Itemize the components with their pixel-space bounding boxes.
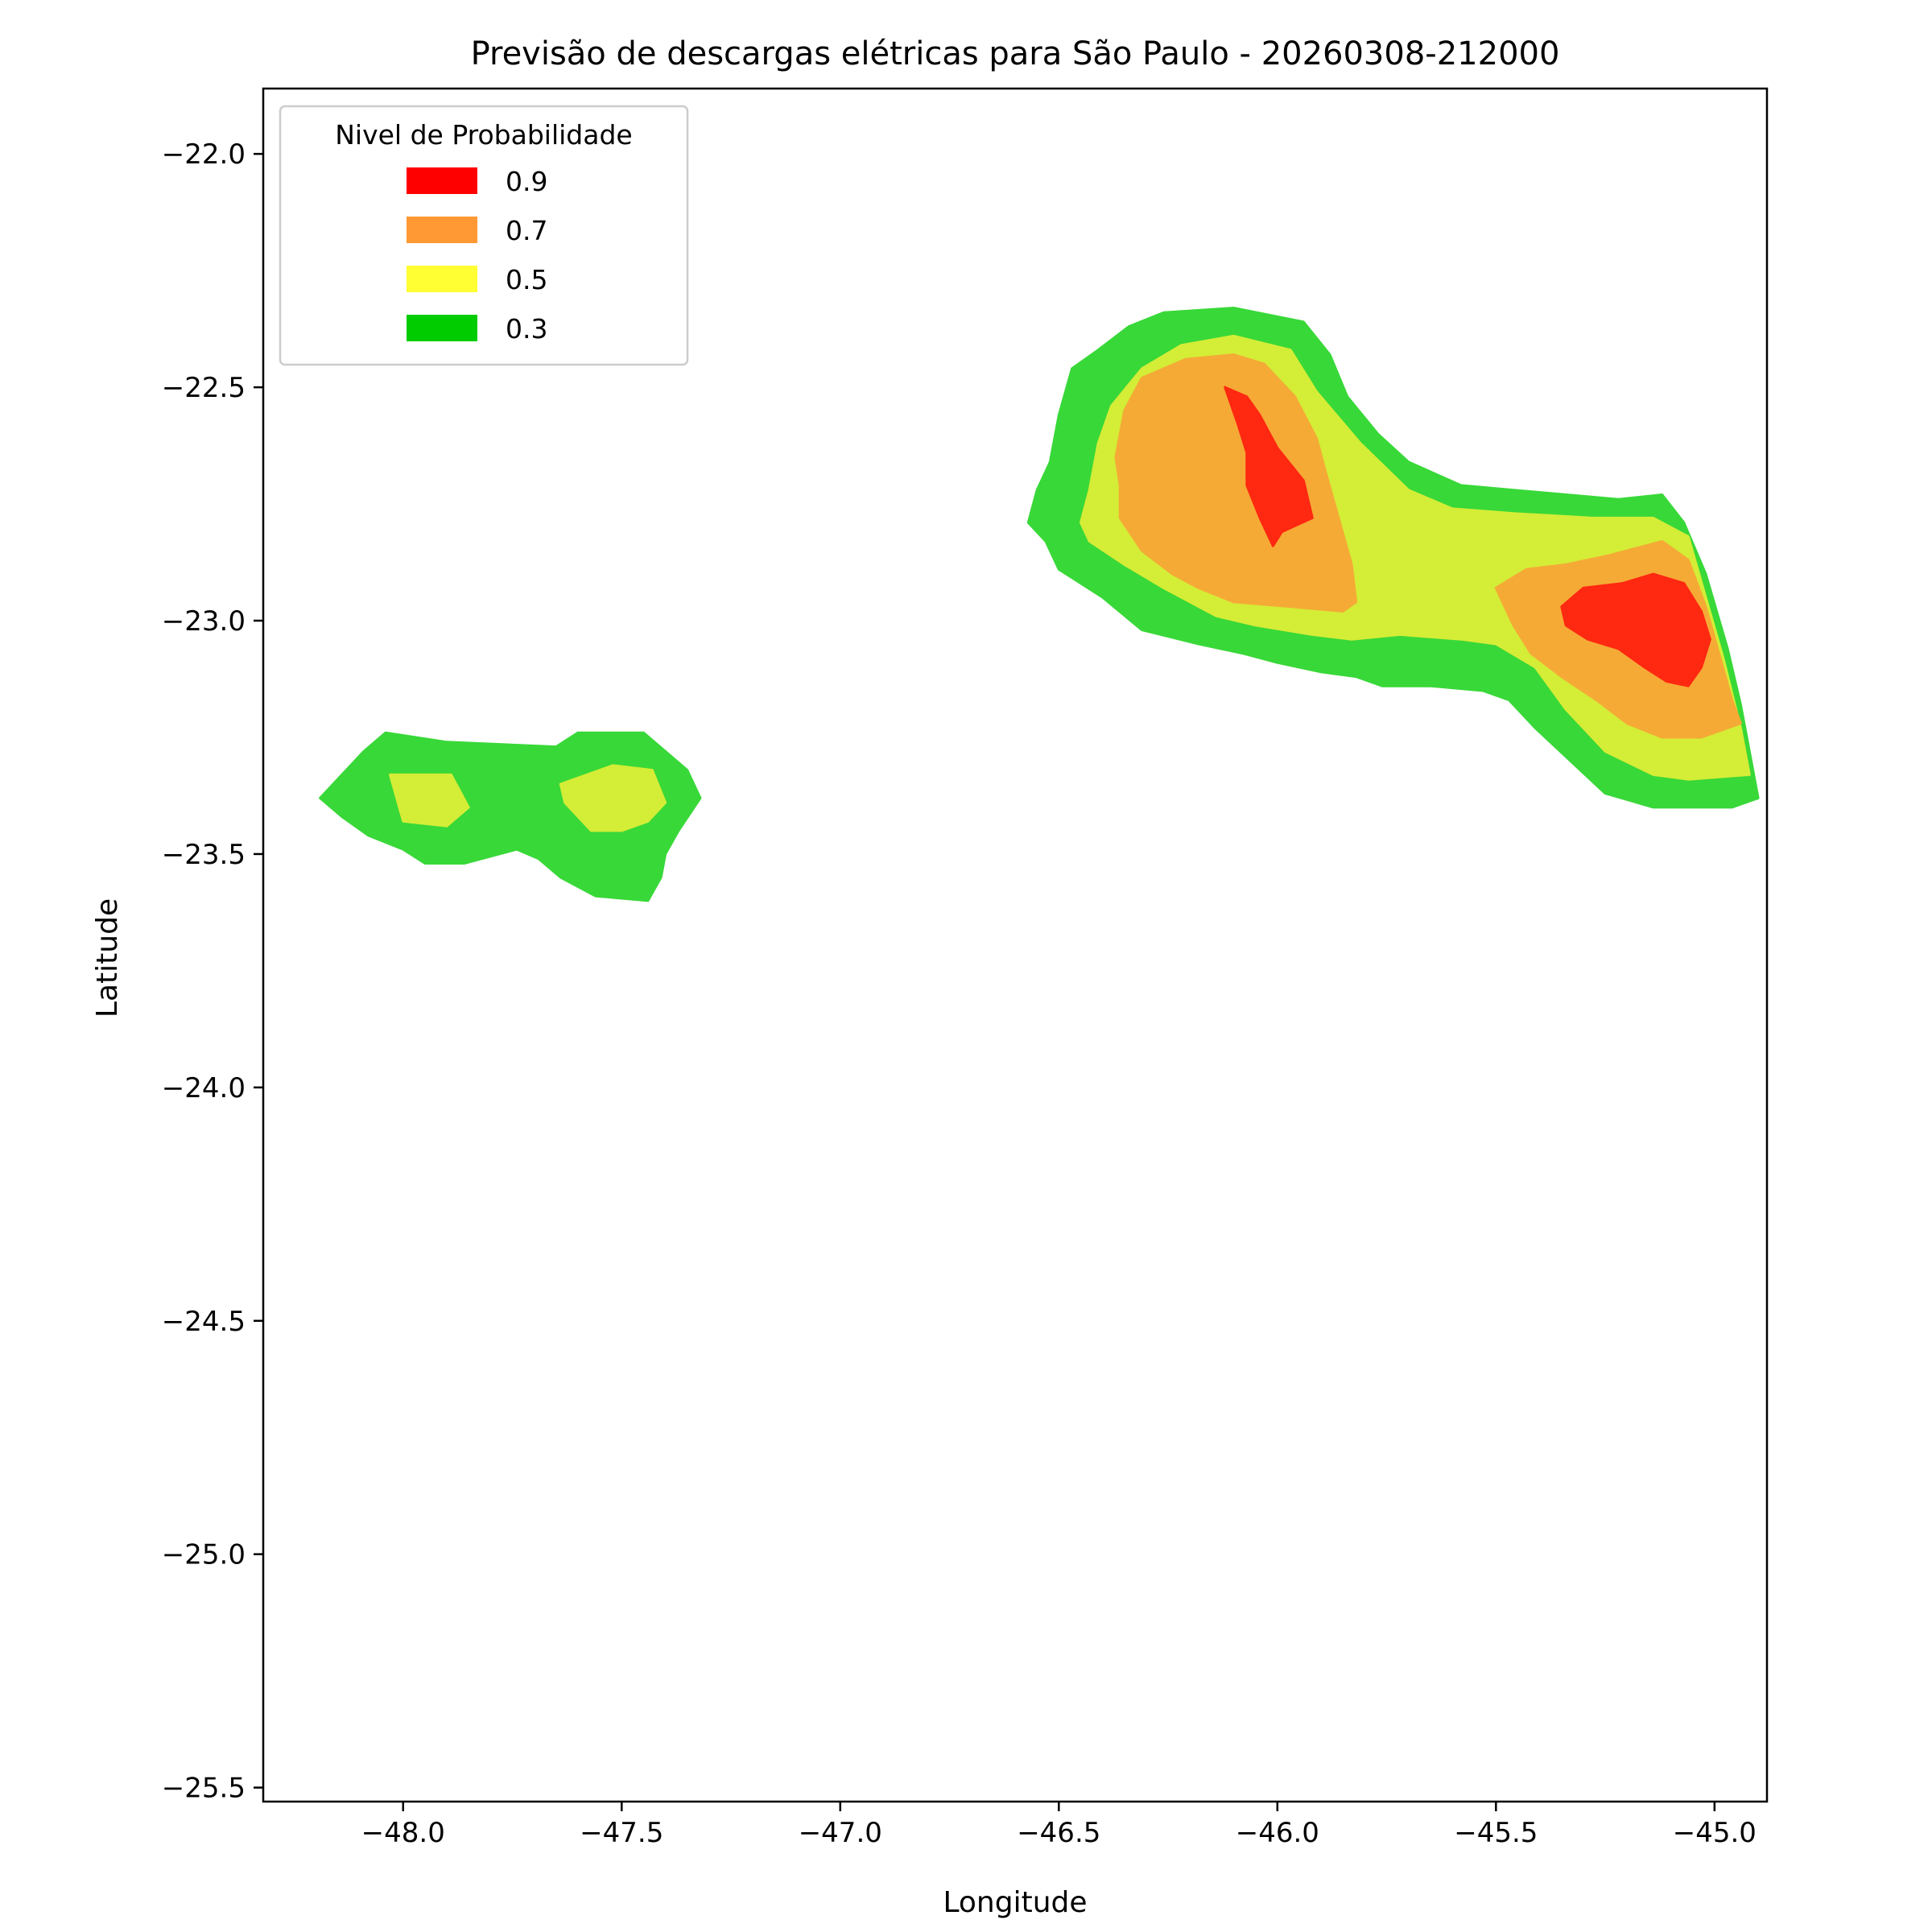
legend-label: 0.5 <box>506 264 547 295</box>
y-tick-label: −23.0 <box>162 605 246 638</box>
x-axis: −48.0 −47.5 −47.0 −46.5 −46.0 −45.5 −45.0 <box>361 1802 1757 1849</box>
contour-region-09-1 <box>1224 386 1314 547</box>
x-tick-label: −47.5 <box>580 1817 663 1849</box>
y-tick-label: −25.5 <box>162 1773 246 1805</box>
plot-frame <box>262 87 1769 1803</box>
chart-title: Previsão de descargas elétricas para São… <box>471 35 1560 72</box>
y-tick-label: −22.0 <box>162 138 246 171</box>
x-tick-label: −46.0 <box>1236 1817 1319 1849</box>
contour-region-05-2 <box>559 764 667 832</box>
y-axis-label: Latitude <box>91 898 124 1018</box>
legend-entries: 0.9 0.7 0.5 0.3 <box>407 166 547 345</box>
contour-region-07-1 <box>1114 353 1358 613</box>
legend: Nivel de Probabilidade 0.9 0.7 0.5 0.3 <box>279 105 689 366</box>
y-axis: −22.0 −22.5 −23.0 −23.5 −24.0 −24.5 −25.0 −25.5 <box>162 138 263 1805</box>
y-tick-label: −25.0 <box>162 1539 246 1571</box>
legend-label: 0.3 <box>506 313 547 345</box>
contour-region-09-2 <box>1560 572 1711 687</box>
legend-box <box>279 105 689 366</box>
legend-label: 0.7 <box>506 215 547 246</box>
legend-label: 0.9 <box>506 166 547 197</box>
x-tick-label: −47.0 <box>799 1817 882 1849</box>
legend-swatch <box>407 315 477 341</box>
legend-swatch <box>407 266 477 292</box>
contour-regions <box>319 307 1760 902</box>
x-tick-label: −46.5 <box>1017 1817 1100 1849</box>
x-tick-label: −45.0 <box>1673 1817 1757 1849</box>
legend-swatch <box>407 167 477 194</box>
y-tick-label: −22.5 <box>162 372 246 404</box>
legend-swatch <box>407 217 477 243</box>
legend-title: Nivel de Probabilidade <box>335 119 632 151</box>
x-axis-label: Longitude <box>943 1886 1087 1919</box>
x-tick-label: −45.5 <box>1454 1817 1538 1849</box>
contour-region-05-1 <box>389 773 470 828</box>
x-tick-label: −48.0 <box>361 1817 445 1849</box>
y-tick-label: −24.5 <box>162 1306 246 1338</box>
y-tick-label: −24.0 <box>162 1072 246 1104</box>
y-tick-label: −23.5 <box>162 839 246 871</box>
